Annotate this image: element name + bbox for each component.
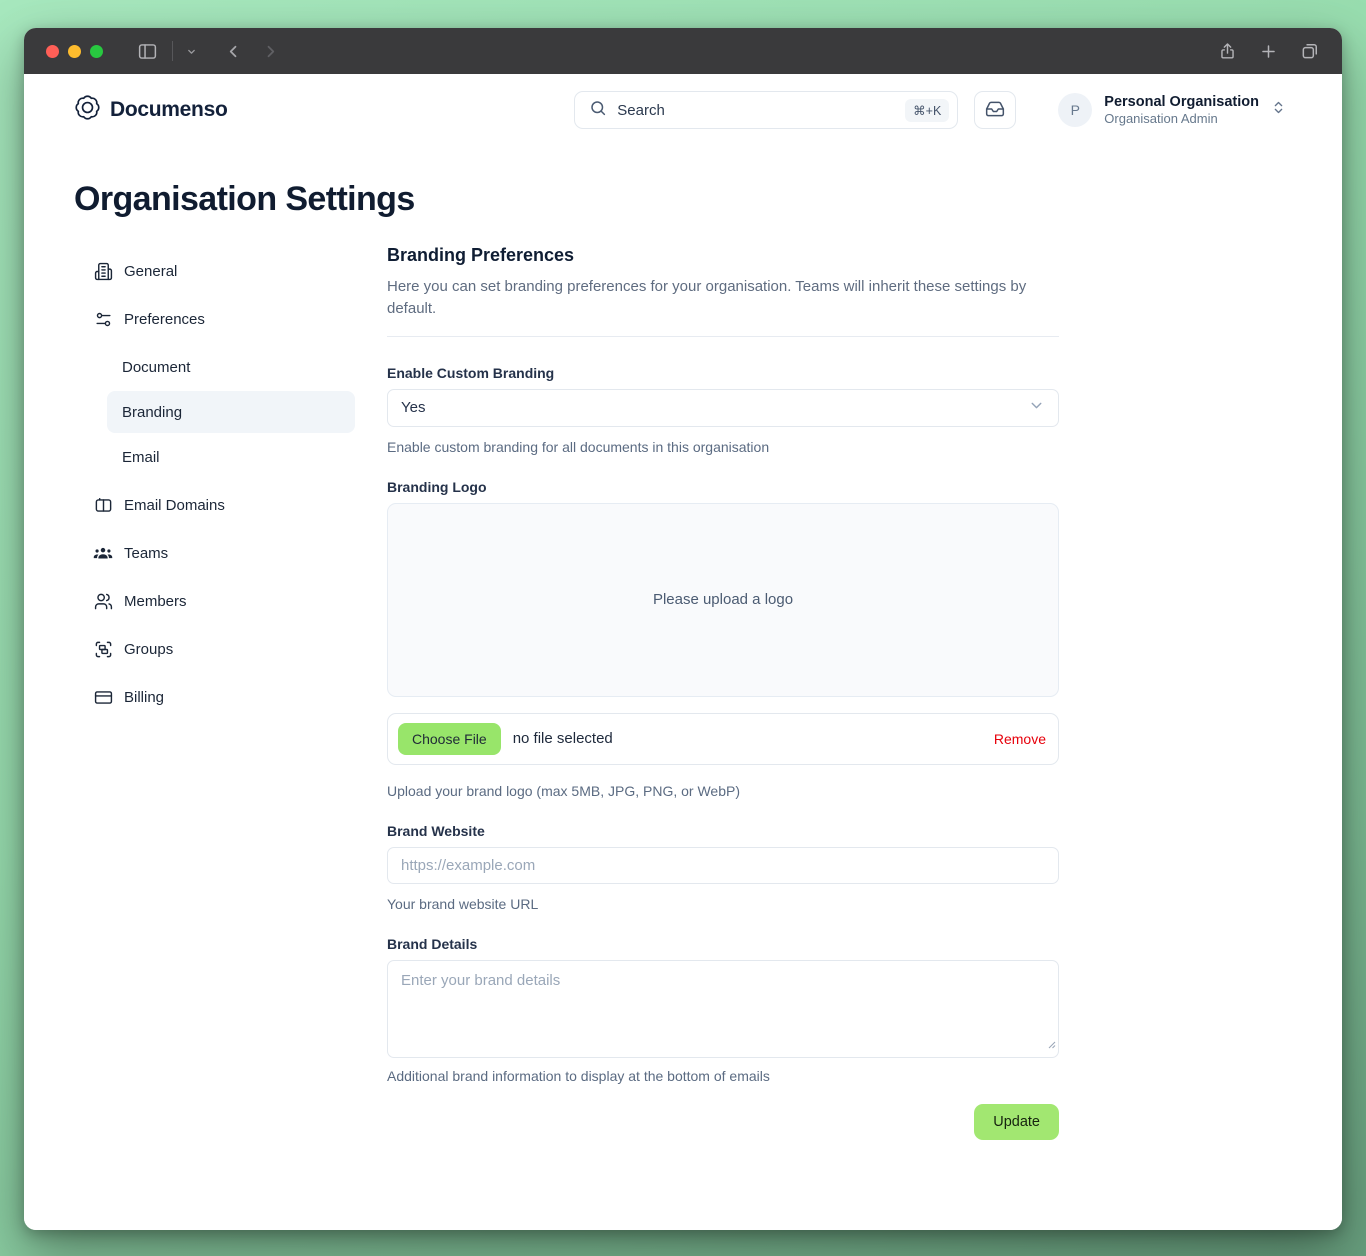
brand-details-helper: Additional brand information to display … [387, 1067, 770, 1084]
brand-details-textarea[interactable] [387, 959, 1059, 1058]
branding-logo-helper: Upload your brand logo (max 5MB, JPG, PN… [387, 782, 740, 799]
close-icon[interactable] [46, 44, 59, 58]
sidebar-item-label: Document [122, 358, 191, 376]
brand-website-label: Brand Website [387, 822, 485, 839]
teams-icon [92, 543, 114, 563]
chevrons-up-down-icon [1271, 100, 1286, 120]
sliders-icon [92, 310, 114, 329]
page-content: Documenso Search ⌘+K P Personal Organisa… [24, 74, 1342, 1230]
chevron-down-icon [1028, 397, 1045, 419]
sidebar-item-email[interactable]: Email [107, 436, 355, 478]
users-icon [92, 592, 114, 611]
browser-window: Documenso Search ⌘+K P Personal Organisa… [24, 28, 1342, 1230]
minimize-icon[interactable] [68, 44, 81, 58]
account-role: Organisation Admin [1104, 111, 1218, 126]
inbox-icon [985, 99, 1005, 122]
settings-layout: General Preferences Document Branding Em… [24, 245, 1342, 1220]
search-shortcut-badge: ⌘+K [905, 98, 950, 122]
select-value: Yes [401, 399, 426, 416]
account-name: Personal Organisation [1104, 94, 1259, 110]
settings-nav: General Preferences Document Branding Em… [90, 247, 355, 721]
documenso-logo[interactable]: Documenso [74, 94, 228, 126]
sidebar-item-label: Billing [124, 688, 165, 706]
sidebar-item-general[interactable]: General [90, 247, 355, 295]
branding-logo-field: Branding Logo Please upload a logo Choos… [387, 479, 1059, 799]
share-icon[interactable] [1218, 42, 1237, 61]
brand-website-helper: Your brand website URL [387, 895, 539, 912]
enable-branding-helper: Enable custom branding for all documents… [387, 438, 770, 455]
account-menu[interactable]: P Personal Organisation Organisation Adm… [1058, 93, 1286, 127]
sidebar-item-branding[interactable]: Branding [107, 391, 355, 433]
search-input[interactable]: Search ⌘+K [574, 91, 959, 129]
brand-details-field: Brand Details Additional brand informati… [387, 936, 1059, 1084]
file-status-text: no file selected [512, 730, 613, 747]
choose-file-button[interactable]: Choose File [398, 722, 501, 755]
sidebar-item-teams[interactable]: Teams [90, 529, 355, 577]
brand-details-label: Brand Details [387, 935, 478, 952]
divider [387, 335, 1059, 337]
sidebar-item-label: Preferences [124, 310, 205, 328]
update-button[interactable]: Update [974, 1103, 1059, 1140]
sidebar-item-preferences[interactable]: Preferences [90, 295, 355, 343]
sidebar-item-label: Email Domains [124, 496, 225, 514]
sidebar-item-email-domains[interactable]: Email Domains [90, 481, 355, 529]
zoom-icon[interactable] [90, 44, 103, 58]
remove-logo-button[interactable]: Remove [993, 730, 1046, 747]
avatar: P [1058, 93, 1093, 127]
chevron-down-icon[interactable] [185, 45, 198, 58]
form-actions: Update [387, 1103, 1059, 1220]
branding-logo-label: Branding Logo [387, 478, 487, 495]
sidebar-item-label: Members [124, 592, 187, 610]
search-placeholder: Search [617, 101, 665, 119]
documenso-badge-icon [74, 94, 101, 126]
sidebar-item-label: Groups [124, 640, 174, 658]
brand-name: Documenso [110, 98, 228, 121]
sidebar-toggle-icon[interactable] [137, 41, 158, 62]
sidebar-item-members[interactable]: Members [90, 577, 355, 625]
sidebar-item-billing[interactable]: Billing [90, 673, 355, 721]
tabs-overview-icon[interactable] [1300, 41, 1320, 61]
panel-description: Here you can set branding preferences fo… [387, 278, 1027, 317]
app-header: Documenso Search ⌘+K P Personal Organisa… [24, 88, 1342, 132]
logo-upload-empty-text: Please upload a logo [652, 591, 794, 608]
sidebar-item-label: Branding [122, 403, 183, 421]
account-text: Personal Organisation Organisation Admin [1104, 94, 1259, 126]
search-icon [589, 99, 607, 122]
inbox-button[interactable] [974, 91, 1017, 129]
page-title: Organisation Settings [74, 180, 415, 218]
logo-upload-dropzone[interactable]: Please upload a logo [387, 502, 1059, 697]
back-icon[interactable] [224, 42, 243, 61]
group-icon [92, 640, 114, 659]
enable-branding-field: Enable Custom Branding Yes Enable custom… [387, 365, 1059, 455]
branding-panel: Branding Preferences Here you can set br… [387, 245, 1059, 1220]
sidebar-item-label: Teams [124, 544, 169, 562]
panel-heading: Branding Preferences [387, 245, 575, 265]
logo-file-input[interactable]: Choose File no file selected Remove [387, 712, 1059, 765]
brand-website-field: Brand Website Your brand website URL [387, 823, 1059, 912]
sidebar-item-label: General [124, 262, 178, 280]
sidebar-item-document[interactable]: Document [107, 346, 355, 388]
brand-website-input[interactable] [387, 846, 1059, 884]
building-icon [92, 262, 114, 281]
new-tab-icon[interactable] [1259, 42, 1278, 61]
sidebar-item-groups[interactable]: Groups [90, 625, 355, 673]
enable-branding-select[interactable]: Yes [387, 388, 1059, 427]
forward-icon[interactable] [261, 42, 280, 61]
enable-branding-label: Enable Custom Branding [387, 364, 555, 381]
sidebar-item-label: Email [122, 448, 160, 466]
titlebar-divider [172, 41, 173, 61]
titlebar-actions [1218, 41, 1320, 61]
credit-card-icon [92, 688, 114, 707]
address-book-icon [92, 496, 114, 515]
browser-titlebar [24, 28, 1342, 74]
